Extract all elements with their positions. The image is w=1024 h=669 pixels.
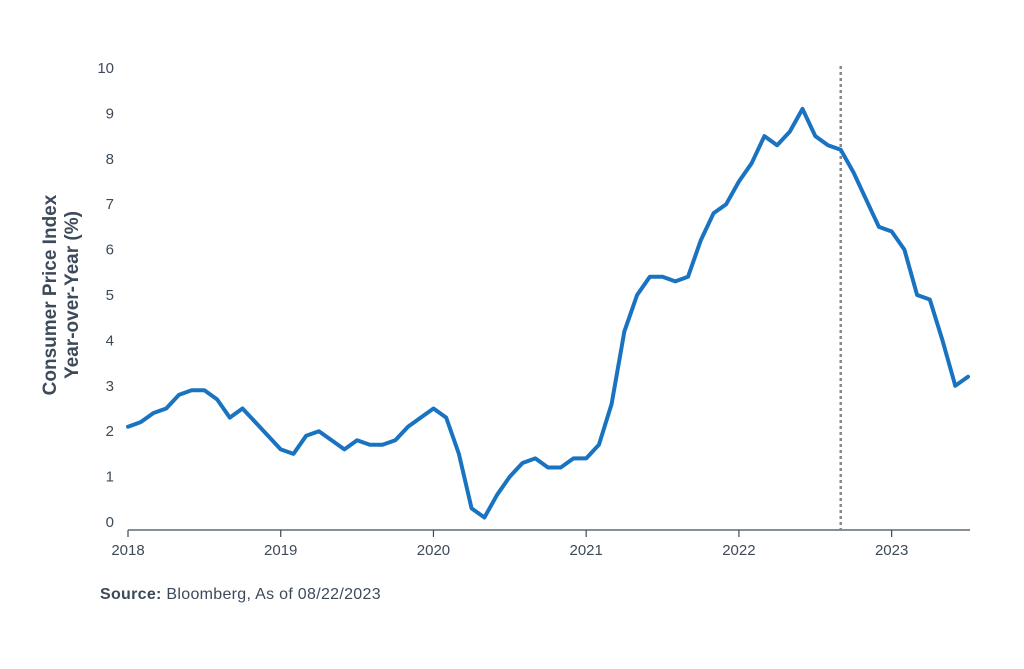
y-tick-label: 9 (106, 105, 114, 122)
y-axis-title-line: Year-over-Year (%) (62, 211, 83, 379)
y-axis-title-line: Consumer Price Index (40, 194, 61, 395)
y-tick-label: 3 (106, 378, 114, 395)
x-axis-ticks: 2018 2019 2020 2021 2022 2023 (111, 530, 908, 559)
y-tick-label: 5 (106, 287, 114, 304)
y-tick-label: 4 (106, 332, 114, 349)
x-tick-label: 2019 (264, 542, 297, 559)
x-tick-label: 2020 (417, 542, 450, 559)
y-tick-label: 0 (106, 514, 114, 531)
x-tick-label: 2018 (111, 542, 144, 559)
y-tick-label: 7 (106, 196, 114, 213)
y-axis-title: Consumer Price Index Year-over-Year (%) (40, 194, 83, 395)
y-axis-ticks: 0 1 2 3 4 5 6 7 8 9 10 (97, 60, 114, 531)
x-tick-label: 2022 (722, 542, 755, 559)
x-tick-label: 2023 (875, 542, 908, 559)
y-tick-label: 6 (106, 242, 114, 259)
y-tick-label: 1 (106, 469, 114, 486)
y-tick-label: 2 (106, 423, 114, 440)
source-text: Bloomberg, As of 08/22/2023 (166, 586, 381, 603)
y-tick-label: 10 (97, 60, 114, 77)
y-tick-label: 8 (106, 151, 114, 168)
source-note: Source: Bloomberg, As of 08/22/2023 (100, 586, 381, 604)
source-label: Source: (100, 586, 162, 603)
series-line-cpi (126, 106, 970, 520)
x-tick-label: 2021 (569, 542, 602, 559)
